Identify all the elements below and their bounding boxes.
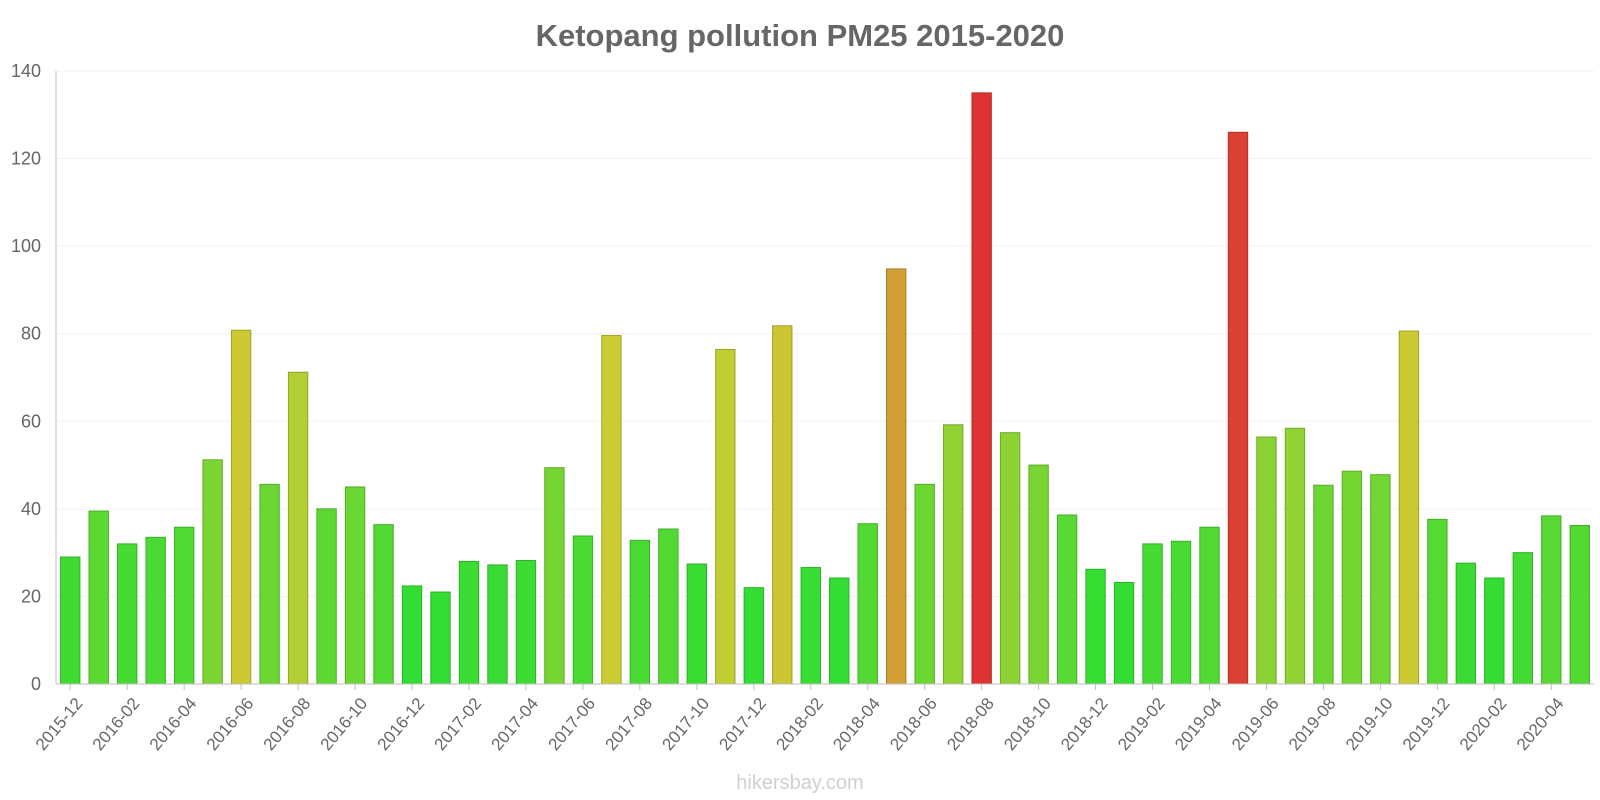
bar-2019-03 (1170, 540, 1192, 685)
x-tick-label: 2020-02 (1456, 694, 1511, 754)
x-tick-label: 2018-06 (886, 694, 941, 754)
bar-2016-04 (173, 526, 195, 685)
y-tick-label: 0 (31, 674, 41, 694)
x-tick-label: 2016-04 (146, 694, 201, 754)
bar-2018-06 (914, 483, 935, 685)
bar-2018-10 (1028, 464, 1049, 685)
bar-2017-11 (715, 348, 736, 685)
gridlines (56, 70, 1594, 597)
bar-2016-12 (401, 585, 423, 685)
x-tick-label: 2020-04 (1513, 694, 1568, 754)
x-axis-ticks: 2015-12 2016-02 2016-04 2016-06 2016-08 2016-… (32, 684, 1568, 754)
axes (55, 71, 1594, 685)
bar-2016-08 (287, 371, 309, 685)
bar-2019-08 (1313, 484, 1334, 685)
y-tick-label: 100 (11, 236, 41, 256)
x-tick-label: 2018-04 (829, 694, 884, 754)
y-axis-ticks: 0 20 40 60 80 100 120 140 (11, 61, 41, 694)
bar-2016-10 (344, 486, 366, 685)
bar-2018-12 (1085, 568, 1106, 685)
bar-2017-02 (458, 560, 480, 685)
y-tick-label: 140 (11, 61, 41, 81)
bar-2018-04 (857, 523, 878, 685)
bar-2020-04 (1541, 515, 1562, 685)
x-tick-label: 2017-12 (715, 694, 770, 754)
x-tick-label: 2019-12 (1399, 694, 1454, 754)
bar-2016-07 (259, 483, 280, 685)
bar-2017-09 (658, 528, 679, 685)
x-tick-label: 2015-12 (32, 694, 87, 754)
x-tick-label: 2019-08 (1285, 694, 1340, 754)
bar-2020-03 (1512, 552, 1533, 685)
bar-2018-11 (1056, 514, 1078, 685)
x-tick-label: 2017-10 (658, 694, 713, 754)
bar-2015-12 (60, 556, 81, 685)
bar-2019-01 (1113, 581, 1135, 685)
bar-2019-05 (1227, 131, 1249, 685)
bar-2017-12 (743, 587, 764, 685)
bar-2018-03 (829, 577, 850, 685)
bar-2020-02 (1484, 577, 1505, 685)
bar-2019-02 (1142, 543, 1163, 685)
bar-2017-08 (629, 539, 651, 685)
bar-2019-04 (1199, 526, 1220, 685)
bar-2019-09 (1341, 470, 1363, 685)
bar-2016-09 (316, 508, 337, 685)
bar-2017-05 (544, 467, 565, 685)
chart-title: Ketopang pollution PM25 2015-2020 (536, 18, 1065, 53)
y-tick-label: 120 (11, 149, 41, 169)
bar-2016-11 (373, 524, 394, 685)
bar-2017-06 (572, 535, 594, 685)
bar-2020-05 (1569, 524, 1590, 685)
bar-2016-01 (88, 510, 109, 685)
bar-2018-01 (772, 325, 793, 685)
bar-2019-10 (1370, 474, 1391, 685)
y-tick-label: 60 (21, 411, 41, 431)
y-tick-label: 40 (21, 499, 41, 519)
x-tick-label: 2019-06 (1228, 694, 1283, 754)
bar-2017-04 (515, 560, 537, 685)
x-tick-label: 2017-08 (601, 694, 656, 754)
x-tick-label: 2018-12 (1057, 694, 1112, 754)
bar-2016-06 (230, 329, 252, 685)
bar-2017-03 (487, 564, 508, 685)
bar-2016-02 (117, 543, 138, 685)
x-tick-label: 2019-02 (1114, 694, 1169, 754)
x-tick-label: 2017-02 (431, 694, 486, 754)
x-tick-label: 2016-02 (89, 694, 144, 754)
bar-2018-07 (942, 424, 964, 685)
bar-2018-02 (800, 567, 821, 685)
x-tick-label: 2016-06 (203, 694, 258, 754)
bars (60, 92, 1590, 685)
x-tick-label: 2019-04 (1171, 694, 1226, 754)
x-tick-label: 2016-08 (260, 694, 315, 754)
bar-2016-05 (202, 459, 223, 685)
bar-2020-01 (1455, 562, 1477, 685)
x-tick-label: 2019-10 (1342, 694, 1397, 754)
bar-2016-03 (145, 536, 166, 685)
bar-2017-10 (686, 563, 708, 685)
bar-2019-06 (1256, 436, 1277, 685)
bar-2019-12 (1427, 518, 1448, 685)
x-tick-label: 2017-04 (488, 694, 543, 754)
x-tick-label: 2018-10 (1000, 694, 1055, 754)
bar-2019-07 (1284, 427, 1306, 685)
bar-2018-05 (886, 268, 907, 685)
bar-2017-07 (601, 334, 622, 685)
x-tick-label: 2016-12 (374, 694, 429, 754)
bar-2017-01 (430, 591, 451, 685)
watermark-text: hikersbay.com (736, 772, 863, 794)
x-tick-label: 2018-08 (943, 694, 998, 754)
bar-2018-08 (971, 92, 992, 685)
y-tick-label: 80 (21, 324, 41, 344)
x-tick-label: 2017-06 (545, 694, 600, 754)
bar-2018-09 (999, 432, 1021, 685)
bar-2019-11 (1398, 330, 1420, 685)
x-tick-label: 2018-02 (772, 694, 827, 754)
y-tick-label: 20 (21, 586, 41, 606)
x-tick-label: 2016-10 (317, 694, 372, 754)
